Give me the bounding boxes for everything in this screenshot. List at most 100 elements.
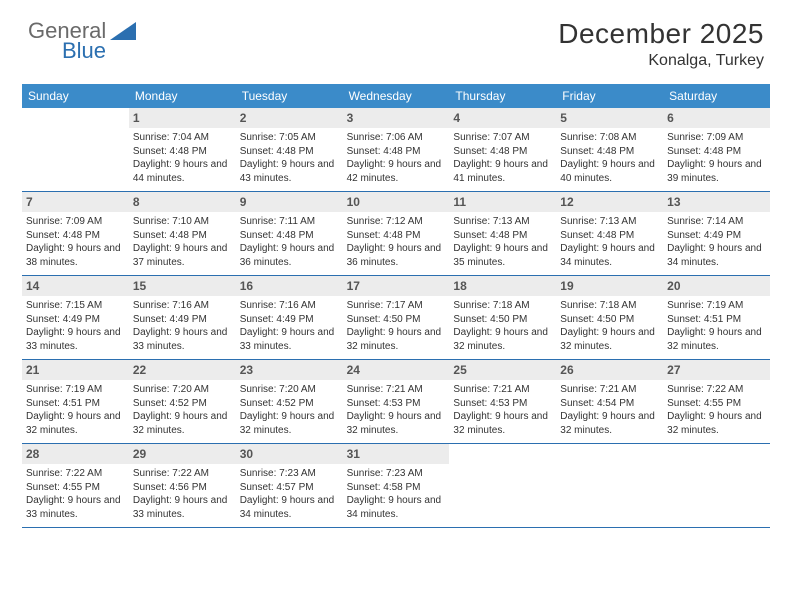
title-block: December 2025 Konalga, Turkey [558, 18, 764, 70]
sunset-text: Sunset: 4:51 PM [667, 313, 766, 327]
weekday-header-row: Sunday Monday Tuesday Wednesday Thursday… [22, 84, 770, 108]
day-number: 22 [129, 360, 236, 380]
sunrise-text: Sunrise: 7:17 AM [347, 299, 446, 313]
sunrise-text: Sunrise: 7:18 AM [560, 299, 659, 313]
day-cell: 30 Sunrise: 7:23 AMSunset: 4:57 PMDayligh… [236, 444, 343, 527]
day-number: 17 [343, 276, 450, 296]
sunrise-text: Sunrise: 7:21 AM [347, 383, 446, 397]
sunrise-text: Sunrise: 7:06 AM [347, 131, 446, 145]
day-info: Sunrise: 7:22 AMSunset: 4:55 PMDaylight:… [26, 467, 125, 521]
sunset-text: Sunset: 4:48 PM [347, 145, 446, 159]
sunset-text: Sunset: 4:48 PM [560, 229, 659, 243]
daylight-text: Daylight: 9 hours and 44 minutes. [133, 158, 232, 185]
day-number: 10 [343, 192, 450, 212]
day-number: 19 [556, 276, 663, 296]
sunrise-text: Sunrise: 7:21 AM [560, 383, 659, 397]
day-info: Sunrise: 7:23 AMSunset: 4:58 PMDaylight:… [347, 467, 446, 521]
weekday-header: Saturday [663, 84, 770, 108]
day-cell [22, 108, 129, 191]
sunset-text: Sunset: 4:48 PM [133, 229, 232, 243]
day-info: Sunrise: 7:10 AMSunset: 4:48 PMDaylight:… [133, 215, 232, 269]
week-row: 7 Sunrise: 7:09 AMSunset: 4:48 PMDaylight… [22, 192, 770, 276]
day-info: Sunrise: 7:06 AMSunset: 4:48 PMDaylight:… [347, 131, 446, 185]
daylight-text: Daylight: 9 hours and 33 minutes. [133, 494, 232, 521]
sunset-text: Sunset: 4:50 PM [453, 313, 552, 327]
sunset-text: Sunset: 4:57 PM [240, 481, 339, 495]
day-number: 31 [343, 444, 450, 464]
day-number: 27 [663, 360, 770, 380]
daylight-text: Daylight: 9 hours and 34 minutes. [560, 242, 659, 269]
week-row: 21Sunrise: 7:19 AMSunset: 4:51 PMDayligh… [22, 360, 770, 444]
day-cell: 25Sunrise: 7:21 AMSunset: 4:53 PMDayligh… [449, 360, 556, 443]
day-cell [663, 444, 770, 527]
day-cell: 4Sunrise: 7:07 AMSunset: 4:48 PMDaylight… [449, 108, 556, 191]
sunset-text: Sunset: 4:49 PM [26, 313, 125, 327]
day-number: 2 [236, 108, 343, 128]
day-cell [449, 444, 556, 527]
day-number: 9 [236, 192, 343, 212]
day-number: 24 [343, 360, 450, 380]
sunrise-text: Sunrise: 7:12 AM [347, 215, 446, 229]
sunrise-text: Sunrise: 7:13 AM [560, 215, 659, 229]
day-info: Sunrise: 7:05 AMSunset: 4:48 PMDaylight:… [240, 131, 339, 185]
day-info: Sunrise: 7:17 AMSunset: 4:50 PMDaylight:… [347, 299, 446, 353]
sunset-text: Sunset: 4:53 PM [453, 397, 552, 411]
sunrise-text: Sunrise: 7:07 AM [453, 131, 552, 145]
sunset-text: Sunset: 4:48 PM [667, 145, 766, 159]
day-cell: 5Sunrise: 7:08 AMSunset: 4:48 PMDaylight… [556, 108, 663, 191]
brand-text-blue: Blue [62, 38, 106, 64]
day-number: 20 [663, 276, 770, 296]
day-info: Sunrise: 7:21 AMSunset: 4:54 PMDaylight:… [560, 383, 659, 437]
day-cell: 2 Sunrise: 7:05 AMSunset: 4:48 PMDaylight… [236, 108, 343, 191]
day-cell: 16Sunrise: 7:16 AMSunset: 4:49 PMDayligh… [236, 276, 343, 359]
daylight-text: Daylight: 9 hours and 36 minutes. [240, 242, 339, 269]
daylight-text: Daylight: 9 hours and 32 minutes. [560, 326, 659, 353]
daylight-text: Daylight: 9 hours and 35 minutes. [453, 242, 552, 269]
day-cell: 19Sunrise: 7:18 AMSunset: 4:50 PMDayligh… [556, 276, 663, 359]
day-number: 5 [556, 108, 663, 128]
sunset-text: Sunset: 4:52 PM [240, 397, 339, 411]
daylight-text: Daylight: 9 hours and 40 minutes. [560, 158, 659, 185]
sunset-text: Sunset: 4:48 PM [560, 145, 659, 159]
sunrise-text: Sunrise: 7:22 AM [667, 383, 766, 397]
day-number: 16 [236, 276, 343, 296]
page-header: GeneralBlue December 2025 Konalga, Turke… [0, 0, 792, 78]
day-info: Sunrise: 7:15 AMSunset: 4:49 PMDaylight:… [26, 299, 125, 353]
day-info: Sunrise: 7:19 AMSunset: 4:51 PMDaylight:… [26, 383, 125, 437]
weekday-header: Sunday [22, 84, 129, 108]
sunset-text: Sunset: 4:49 PM [667, 229, 766, 243]
sunrise-text: Sunrise: 7:09 AM [667, 131, 766, 145]
sunset-text: Sunset: 4:54 PM [560, 397, 659, 411]
daylight-text: Daylight: 9 hours and 32 minutes. [240, 410, 339, 437]
sunrise-text: Sunrise: 7:21 AM [453, 383, 552, 397]
sunset-text: Sunset: 4:51 PM [26, 397, 125, 411]
daylight-text: Daylight: 9 hours and 32 minutes. [26, 410, 125, 437]
day-number: 15 [129, 276, 236, 296]
day-info: Sunrise: 7:13 AMSunset: 4:48 PMDaylight:… [560, 215, 659, 269]
day-cell: 3Sunrise: 7:06 AMSunset: 4:48 PMDaylight… [343, 108, 450, 191]
day-cell: 13Sunrise: 7:14 AMSunset: 4:49 PMDayligh… [663, 192, 770, 275]
daylight-text: Daylight: 9 hours and 34 minutes. [240, 494, 339, 521]
sunset-text: Sunset: 4:52 PM [133, 397, 232, 411]
sunrise-text: Sunrise: 7:23 AM [240, 467, 339, 481]
day-number: 7 [22, 192, 129, 212]
day-info: Sunrise: 7:22 AMSunset: 4:56 PMDaylight:… [133, 467, 232, 521]
day-info: Sunrise: 7:11 AMSunset: 4:48 PMDaylight:… [240, 215, 339, 269]
sunset-text: Sunset: 4:48 PM [133, 145, 232, 159]
day-number: 12 [556, 192, 663, 212]
weekday-header: Wednesday [343, 84, 450, 108]
sunset-text: Sunset: 4:55 PM [26, 481, 125, 495]
day-cell: 6Sunrise: 7:09 AMSunset: 4:48 PMDaylight… [663, 108, 770, 191]
daylight-text: Daylight: 9 hours and 33 minutes. [240, 326, 339, 353]
day-number: 14 [22, 276, 129, 296]
sunrise-text: Sunrise: 7:14 AM [667, 215, 766, 229]
sunrise-text: Sunrise: 7:13 AM [453, 215, 552, 229]
day-cell: 29Sunrise: 7:22 AMSunset: 4:56 PMDayligh… [129, 444, 236, 527]
daylight-text: Daylight: 9 hours and 32 minutes. [667, 410, 766, 437]
day-number: 1 [129, 108, 236, 128]
sunset-text: Sunset: 4:50 PM [347, 313, 446, 327]
day-number: 30 [236, 444, 343, 464]
sunrise-text: Sunrise: 7:15 AM [26, 299, 125, 313]
day-info: Sunrise: 7:09 AMSunset: 4:48 PMDaylight:… [26, 215, 125, 269]
sunset-text: Sunset: 4:49 PM [240, 313, 339, 327]
